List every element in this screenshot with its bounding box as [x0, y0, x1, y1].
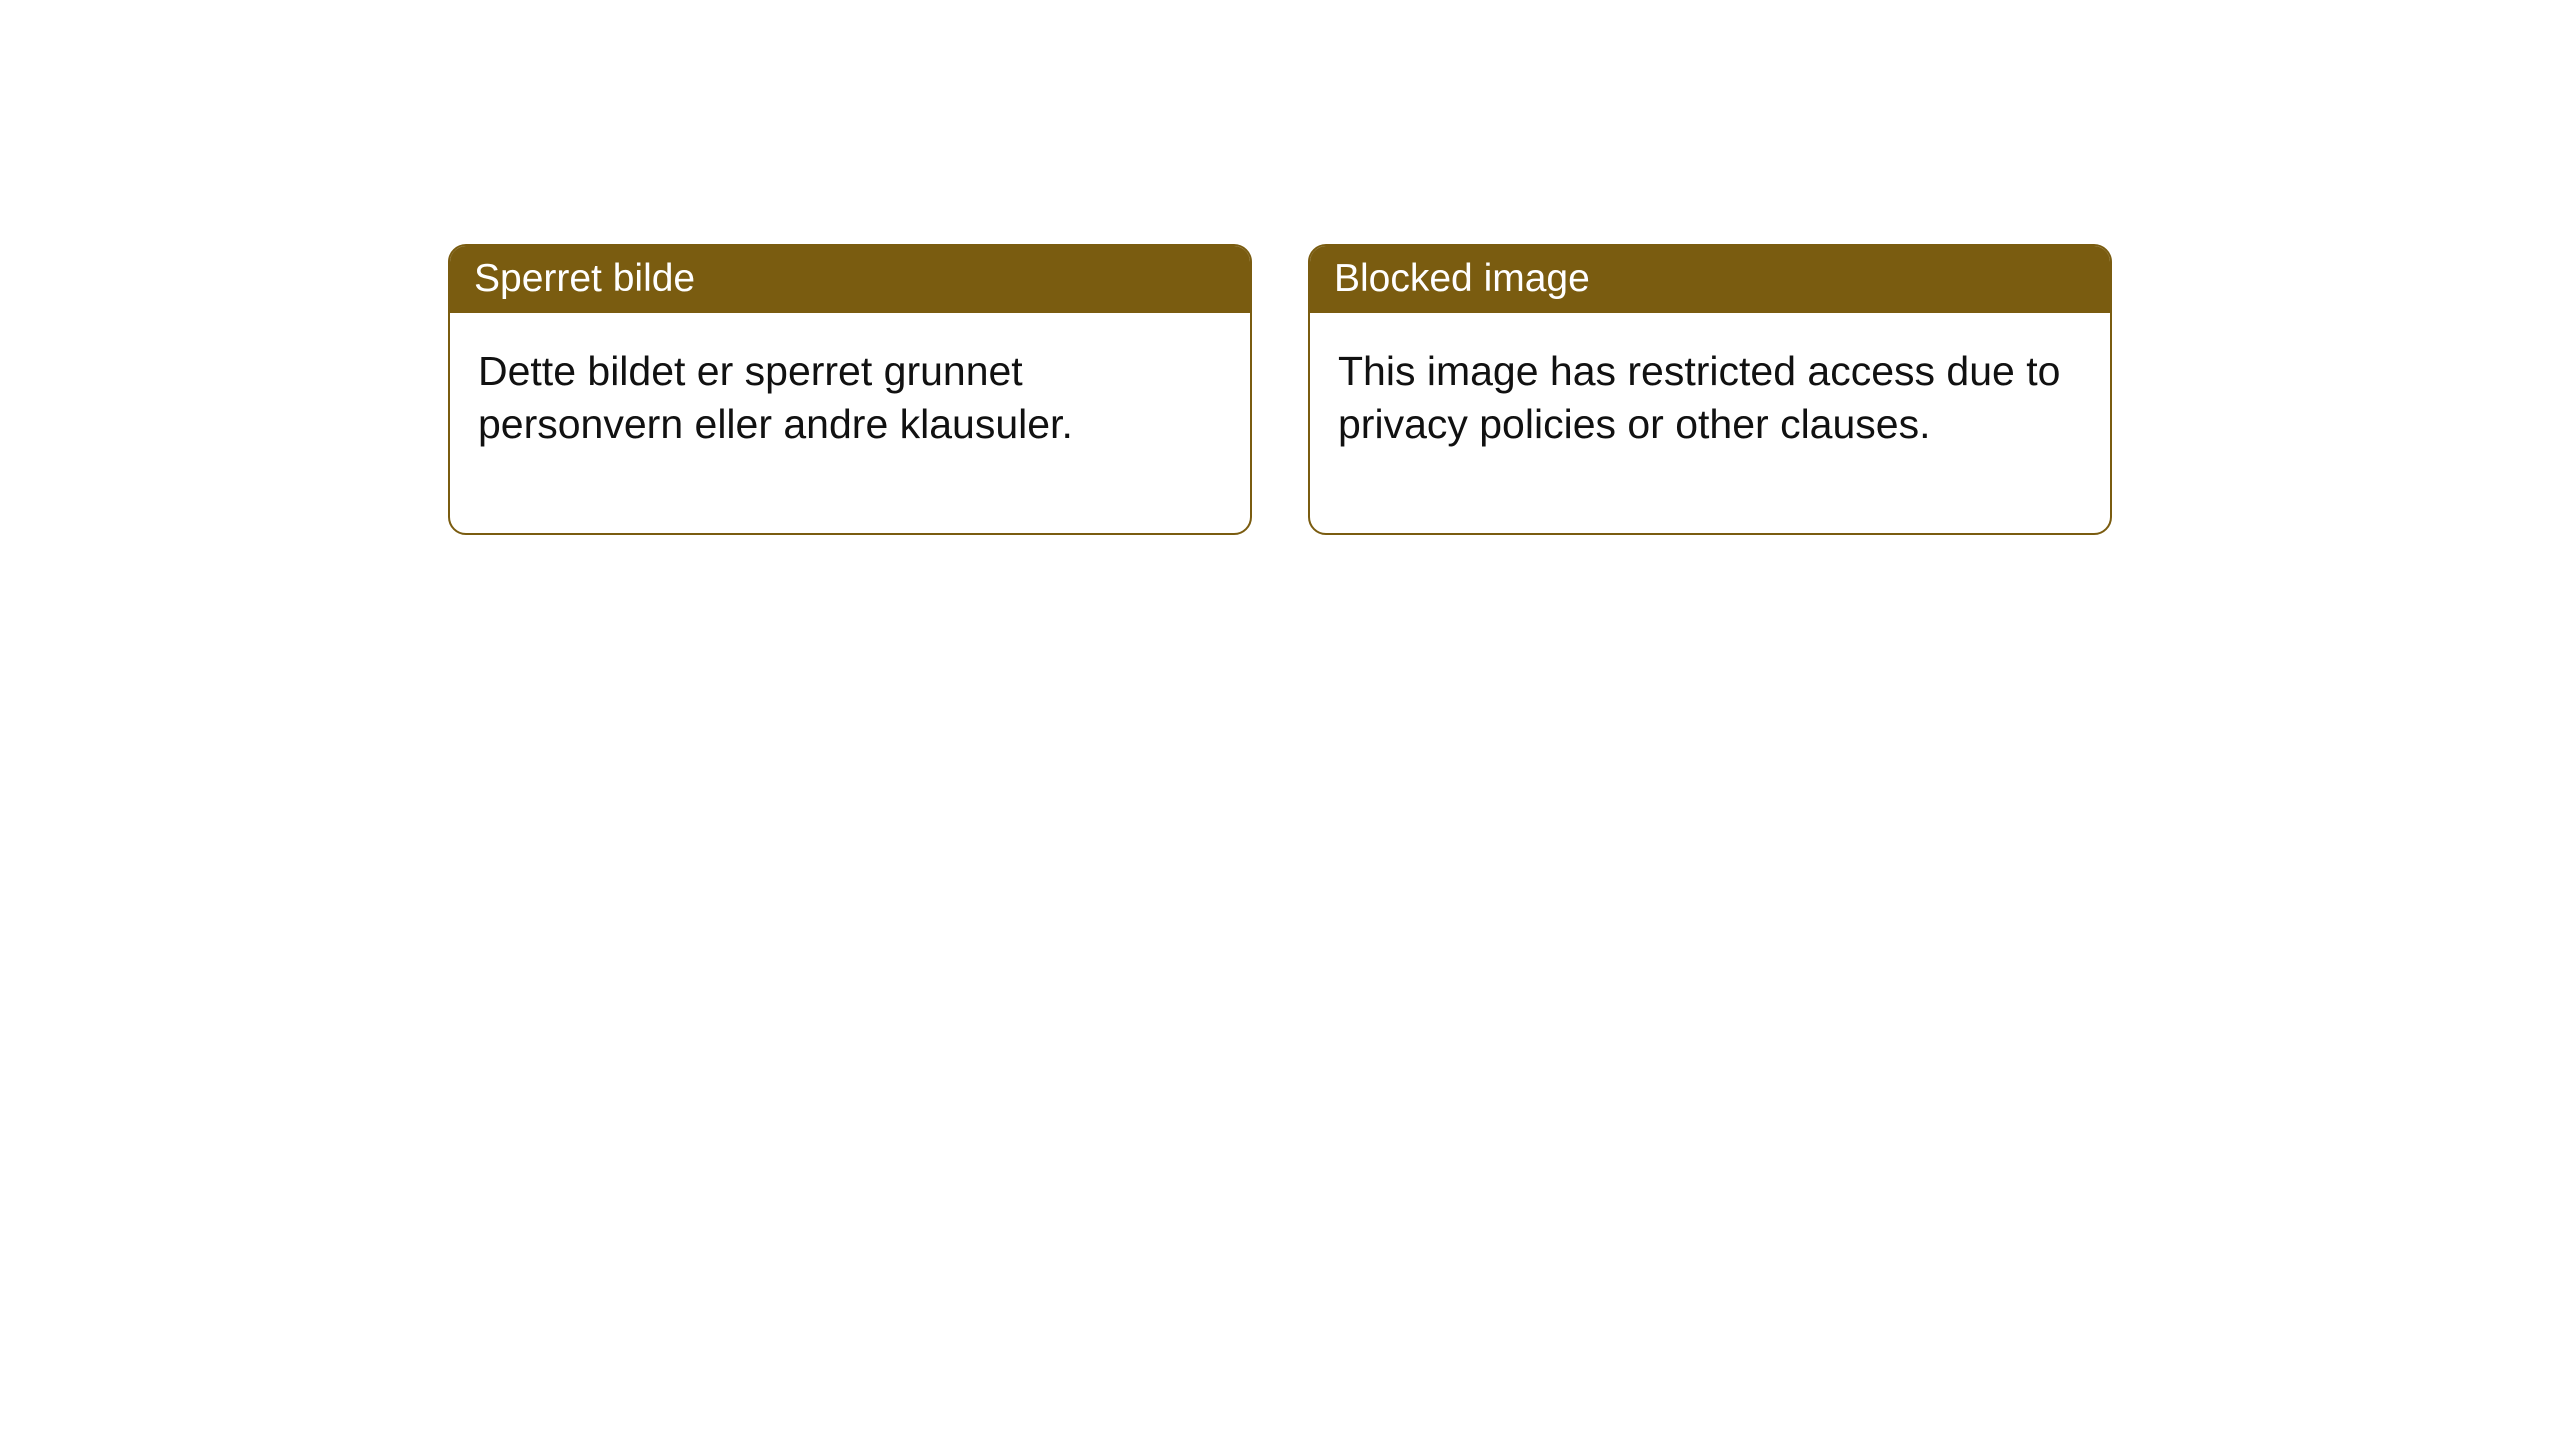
notice-cards-container: Sperret bilde Dette bildet er sperret gr…: [0, 0, 2560, 535]
notice-card-norwegian: Sperret bilde Dette bildet er sperret gr…: [448, 244, 1252, 535]
notice-card-title: Blocked image: [1310, 246, 2110, 313]
notice-card-title: Sperret bilde: [450, 246, 1250, 313]
notice-card-body: This image has restricted access due to …: [1310, 313, 2110, 533]
notice-card-body: Dette bildet er sperret grunnet personve…: [450, 313, 1250, 533]
notice-card-english: Blocked image This image has restricted …: [1308, 244, 2112, 535]
